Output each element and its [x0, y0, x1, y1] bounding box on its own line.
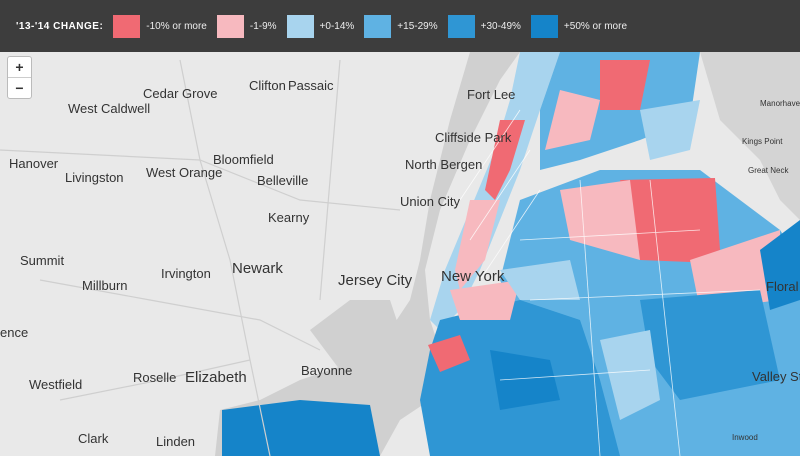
zoom-in-button[interactable]: +	[15, 59, 24, 75]
legend-swatch	[364, 14, 392, 38]
legend-label: +0-14%	[319, 20, 355, 32]
legend-title: '13-'14 CHANGE:	[16, 20, 104, 32]
region-harlem	[485, 120, 525, 200]
region-queens-west	[560, 180, 640, 260]
place-label: Kings Point	[742, 137, 783, 146]
place-label: Clark	[78, 431, 109, 446]
zoom-out-button[interactable]: −	[8, 77, 31, 98]
place-label: Livingston	[65, 170, 124, 185]
place-label: ence	[0, 325, 28, 340]
newark-bay-water	[310, 300, 400, 370]
legend-swatch	[447, 14, 475, 38]
sound-water	[700, 52, 800, 220]
place-label: Bayonne	[301, 363, 352, 378]
legend-item: +0-14%	[286, 14, 355, 38]
place-label: Cedar Grove	[143, 86, 217, 101]
legend-bar: '13-'14 CHANGE: -10% or more -1-9% +0-14% +…	[0, 0, 800, 52]
region-queens-south	[640, 290, 780, 400]
region-bronx-south	[545, 90, 600, 150]
legend-label: -1-9%	[249, 20, 277, 32]
city-grid	[459, 109, 761, 456]
place-label: Passaic	[288, 78, 334, 93]
legend-label: +30-49%	[480, 20, 521, 32]
place-label: Kearny	[268, 210, 310, 225]
legend-label: +50% or more	[563, 20, 628, 32]
legend-item: +15-29%	[364, 14, 438, 38]
place-label: Irvington	[161, 266, 211, 281]
place-label: Belleville	[257, 173, 308, 188]
legend-item: +30-49%	[447, 14, 521, 38]
place-label: Clifton	[249, 78, 286, 93]
place-label: New York	[441, 268, 505, 285]
region-queens-north	[620, 178, 720, 262]
region-bronx-north	[600, 60, 650, 110]
legend-swatch	[113, 14, 141, 38]
place-label: Elizabeth	[185, 369, 247, 386]
place-label: Newark	[232, 260, 283, 277]
zoom-control[interactable]: + −	[7, 56, 32, 99]
roads	[0, 59, 401, 456]
legend-item: +50% or more	[530, 14, 628, 38]
region-brooklyn-north	[450, 280, 520, 320]
place-label: Westfield	[29, 377, 82, 392]
legend-swatch	[530, 14, 558, 38]
place-label: Cliffside Park	[435, 130, 512, 145]
region-brooklyn-east	[600, 330, 660, 420]
legend-label: -10% or more	[146, 20, 207, 32]
place-label: Summit	[20, 253, 64, 268]
place-label: Fort Lee	[467, 87, 515, 102]
place-label: Hanover	[9, 156, 59, 171]
legend-items: -10% or more -1-9% +0-14% +15-29% +30-49% +50…	[113, 14, 637, 38]
place-label: North Bergen	[405, 157, 482, 172]
place-label: Roselle	[133, 370, 176, 385]
region-midtown	[455, 200, 500, 290]
place-label: Jersey City	[338, 272, 413, 289]
region-red-hook	[428, 335, 470, 372]
place-label: Linden	[156, 434, 195, 449]
region-staten-island	[222, 400, 380, 456]
place-label: West Orange	[146, 165, 222, 180]
region-bronx-east	[640, 100, 700, 160]
legend-item: -1-9%	[216, 14, 277, 38]
map[interactable]: Clifton Passaic Cedar Grove West Caldwell Fo…	[0, 52, 800, 456]
region-williamsburg	[500, 260, 580, 300]
place-label: Manorhave	[760, 99, 800, 108]
place-label: Millburn	[82, 278, 128, 293]
place-label: West Caldwell	[68, 101, 150, 116]
place-label: Valley St	[752, 369, 800, 384]
legend-swatch	[286, 14, 314, 38]
region-brooklyn-central	[490, 350, 560, 410]
legend-label: +15-29%	[397, 20, 438, 32]
place-label: Floral P	[766, 279, 800, 294]
legend-swatch	[216, 14, 244, 38]
hudson-water	[215, 52, 520, 456]
place-label: Union City	[400, 194, 460, 209]
region-queens-far-east	[760, 220, 800, 310]
place-label: Bloomfield	[213, 152, 274, 167]
place-label: Great Neck	[748, 166, 789, 175]
place-label: Inwood	[732, 433, 758, 442]
legend-item: -10% or more	[113, 14, 207, 38]
